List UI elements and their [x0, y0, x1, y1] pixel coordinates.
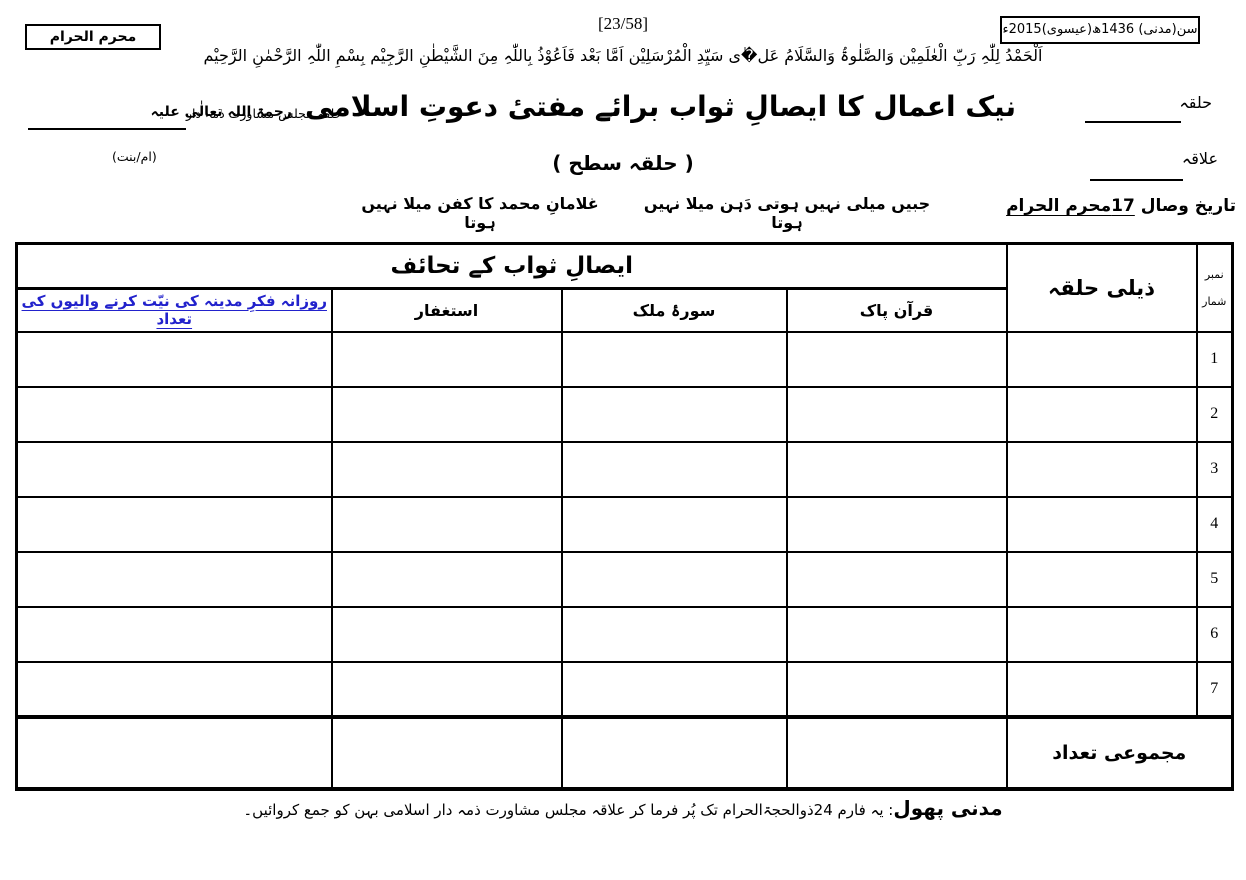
quran-cell[interactable] [785, 660, 1008, 718]
table-row: 2 [15, 385, 1234, 443]
form-title-main: نیک اعمال کا ایصالِ ثواب برائے مفتیٔ دعو… [305, 90, 1016, 123]
total-row: مجموعی تعداد [15, 714, 1234, 790]
majlis-field-label: حلقہ مجلس مشاورت ذمہ دار [186, 106, 343, 121]
ilaqa-field-label: علاقہ [1181, 149, 1218, 168]
footer-madani-phool-label: مدنی پھول [893, 796, 1003, 820]
serial-cell: 3 [1195, 440, 1234, 498]
halqa-field-label: حلقہ [1179, 93, 1212, 112]
fikr-madina-cell[interactable] [15, 440, 333, 498]
fikr-madina-cell[interactable] [15, 660, 333, 718]
table-row: 6 [15, 605, 1234, 663]
zeli-halqa-cell[interactable] [1005, 385, 1198, 443]
fikr-madina-cell[interactable] [15, 495, 333, 553]
table-row: 5 [15, 550, 1234, 608]
ilaqa-field-line[interactable] [1090, 179, 1183, 181]
table-row: 1 [15, 330, 1234, 388]
quran-pak-header: قرآن پاک [785, 287, 1008, 333]
total-istighfar-cell[interactable] [330, 714, 563, 790]
table-header-row-2: قرآن پاک سورۂ ملک استغفار روزانہ فکرِ مد… [15, 287, 1233, 333]
istighfar-cell[interactable] [330, 550, 563, 608]
total-quran-cell[interactable] [785, 714, 1008, 790]
total-label: مجموعی تعداد [1005, 714, 1234, 790]
surah-mulk-cell[interactable] [560, 385, 788, 443]
table-row: 4 [15, 495, 1234, 553]
fikr-madina-cell[interactable] [15, 330, 333, 388]
gifts-span-header: ایصالِ ثواب کے تحائف [15, 242, 1008, 290]
form-title: نیک اعمال کا ایصالِ ثواب برائے مفتیٔ دعو… [151, 90, 1016, 123]
istighfar-cell[interactable] [330, 495, 563, 553]
surah-mulk-cell[interactable] [560, 605, 788, 663]
hamd-line: اَلْحَمْدُ لِلّٰہِ رَبِّ الْعٰلَمِیْن وَ… [203, 46, 1043, 65]
surah-mulk-cell[interactable] [560, 440, 788, 498]
surah-mulk-cell[interactable] [560, 330, 788, 388]
fikr-madina-cell[interactable] [15, 550, 333, 608]
serial-column-header: نمبر شمار [1195, 242, 1234, 333]
quran-cell[interactable] [785, 550, 1008, 608]
form-title-honorific: رحمۃ اللہ تعالٰی علیہ [150, 104, 292, 120]
total-fikr-madina-cell[interactable] [15, 714, 333, 790]
table-row: 3 [15, 440, 1234, 498]
zeli-halqa-cell[interactable] [1005, 660, 1198, 718]
surah-mulk-cell[interactable] [560, 495, 788, 553]
year-box: سن(مدنی) 1436ھ(عیسوی)2015ء [1000, 16, 1200, 44]
serial-cell: 4 [1195, 495, 1234, 553]
table-row: 7 [15, 660, 1234, 718]
surah-mulk-cell[interactable] [560, 660, 788, 718]
quran-cell[interactable] [785, 330, 1008, 388]
month-box: محرم الحرام [25, 24, 161, 50]
serial-cell: 5 [1195, 550, 1234, 608]
serial-cell: 1 [1195, 330, 1234, 388]
zeli-halqa-cell[interactable] [1005, 605, 1198, 663]
year-label: سن(مدنی) 1436ھ(عیسوی)2015ء [1002, 22, 1198, 37]
quran-cell[interactable] [785, 605, 1008, 663]
fikr-madina-cell[interactable] [15, 385, 333, 443]
istighfar-cell[interactable] [330, 385, 563, 443]
istighfar-cell[interactable] [330, 605, 563, 663]
umm-bint-label: (ام/بنت) [112, 149, 157, 164]
wisal-date-field: تاریخ وصال 17محرم الحرام [991, 196, 1236, 216]
footer-note: مدنی پھول: یہ فارم 24ذوالحجۃالحرام تک پُ… [0, 796, 1246, 820]
halqa-field-line[interactable] [1085, 121, 1181, 123]
serial-cell: 6 [1195, 605, 1234, 663]
istighfar-cell[interactable] [330, 660, 563, 718]
serial-cell: 2 [1195, 385, 1234, 443]
zeli-halqa-cell[interactable] [1005, 440, 1198, 498]
istighfar-cell[interactable] [330, 330, 563, 388]
form-subtitle: ( حلقہ سطح ) [552, 151, 694, 175]
gifts-table: نمبر شمار ذیلی حلقہ ایصالِ ثواب کے تحائف… [15, 242, 1235, 791]
istighfar-cell[interactable] [330, 440, 563, 498]
serial-cell: 7 [1195, 660, 1234, 718]
month-label: محرم الحرام [49, 29, 137, 45]
slogan-left: غلامانِ محمد کا کفن میلا نہیں ہوتا [361, 194, 599, 232]
footer-instruction-text: : یہ فارم 24ذوالحجۃالحرام تک پُر فرما کر… [243, 801, 894, 819]
fikr-madina-header: روزانہ فکرِ مدینہ کی نیّت کرنے والیوں کی… [15, 287, 333, 333]
quran-cell[interactable] [785, 495, 1008, 553]
page-number: [23/58] [597, 14, 649, 33]
wisal-date-label: تاریخ وصال [1140, 196, 1236, 216]
slogan-right: جبیں میلی نہیں ہوتی دَہن میلا نہیں ہوتا [643, 194, 931, 232]
wisal-date-value: 17محرم الحرام [1006, 196, 1135, 216]
table-header-row-1: نمبر شمار ذیلی حلقہ ایصالِ ثواب کے تحائف [15, 242, 1234, 333]
serial-header-line2: شمار [1202, 294, 1227, 308]
zeli-halqa-header: ذیلی حلقہ [1005, 242, 1198, 333]
surah-mulk-cell[interactable] [560, 550, 788, 608]
surah-mulk-header: سورۂ ملک [560, 287, 788, 333]
zeli-halqa-cell[interactable] [1005, 495, 1198, 553]
majlis-field-line[interactable] [28, 128, 186, 130]
zeli-halqa-cell[interactable] [1005, 550, 1198, 608]
zeli-halqa-cell[interactable] [1005, 330, 1198, 388]
total-surah-mulk-cell[interactable] [560, 714, 788, 790]
quran-cell[interactable] [785, 385, 1008, 443]
istighfar-header: استغفار [330, 287, 563, 333]
serial-header-line1: نمبر [1204, 267, 1224, 281]
fikr-madina-cell[interactable] [15, 605, 333, 663]
quran-cell[interactable] [785, 440, 1008, 498]
